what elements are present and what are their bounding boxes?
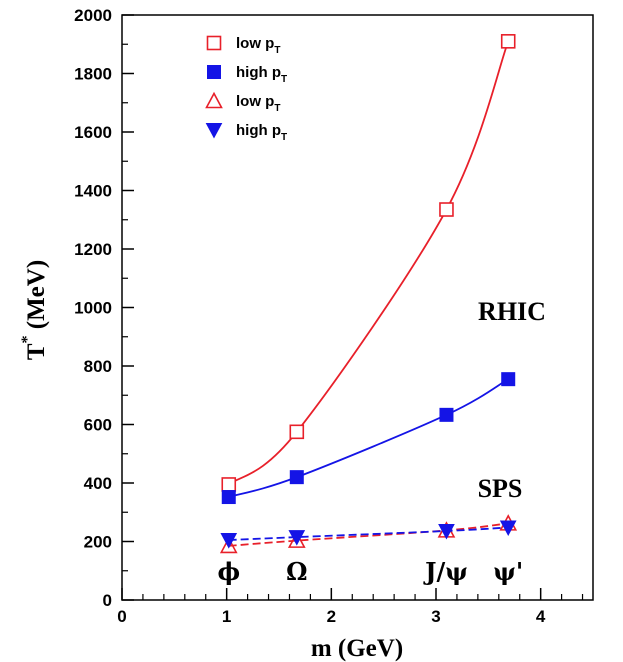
legend-item-3: low pT <box>205 91 280 114</box>
legend-label-sub: T <box>281 132 287 143</box>
y-tick-label: 1400 <box>74 182 112 201</box>
y-tick-label: 400 <box>84 474 112 493</box>
particle-label: ϕ <box>217 557 240 586</box>
series-2-point <box>501 372 516 387</box>
x-tick-label: 3 <box>431 607 440 626</box>
legend-item-2: high pT <box>207 64 287 85</box>
legend-label-sub: T <box>274 45 280 56</box>
series-4-point <box>499 520 517 537</box>
y-axis-title-sup: * <box>19 335 36 343</box>
y-axis-title-rest: (MeV) <box>23 260 50 336</box>
legend-label-main: low p <box>236 93 274 110</box>
series-2 <box>221 372 516 505</box>
series-3-point <box>219 536 238 554</box>
series-group <box>219 34 518 554</box>
y-axis-title-main: T <box>23 343 50 360</box>
series-4-line <box>228 526 509 541</box>
legend-item-4: high pT <box>205 122 287 143</box>
legend-label-main: high p <box>236 122 281 139</box>
series-2-point <box>221 490 236 505</box>
legend-label-sub: T <box>274 103 280 114</box>
axis-ticks <box>121 14 584 601</box>
series-2-point <box>439 407 454 422</box>
legend-label-main: low p <box>236 35 274 52</box>
y-tick-label: 800 <box>84 357 112 376</box>
particle-label: J/ψ <box>423 557 468 586</box>
legend-item-1: low pT <box>206 35 280 56</box>
x-tick-label: 0 <box>117 607 126 626</box>
y-tick-label: 1000 <box>74 299 112 318</box>
legend-label: low pT <box>236 93 280 114</box>
series-1-line <box>228 41 510 486</box>
y-tick-label: 2000 <box>74 6 112 25</box>
series-2-line <box>228 378 509 498</box>
y-tick-label: 200 <box>84 533 112 552</box>
y-tick-label: 0 <box>103 591 112 610</box>
series-1-point <box>221 477 237 492</box>
legend-marker <box>205 123 223 139</box>
series-1-point <box>500 34 516 49</box>
legend-label-main: high p <box>236 64 281 81</box>
x-axis-title: m (GeV) <box>311 635 403 662</box>
y-axis-title: T* (MeV) <box>19 260 50 360</box>
x-tick-label: 2 <box>327 607 336 626</box>
y-tick-label: 1200 <box>74 240 112 259</box>
legend-marker <box>206 35 222 51</box>
series-4 <box>220 520 517 549</box>
y-tick-label: 600 <box>84 416 112 435</box>
series-4-point <box>220 533 238 549</box>
annotation-rhic: RHIC <box>478 297 546 326</box>
series-1-point <box>439 202 454 217</box>
particle-label: ψ' <box>493 557 523 586</box>
series-4-point <box>438 523 455 540</box>
legend-label-sub: T <box>281 74 287 85</box>
particle-label: Ω <box>286 557 307 586</box>
legend-label: low pT <box>236 35 280 56</box>
legend-marker <box>207 65 221 79</box>
y-tick-label: 1600 <box>74 123 112 142</box>
x-tick-label: 1 <box>222 607 231 626</box>
legend-label: high pT <box>236 122 287 143</box>
y-tick-label: 1800 <box>74 65 112 84</box>
series-4-point <box>288 530 306 546</box>
annotation-sps: SPS <box>478 474 523 503</box>
series-1 <box>221 34 516 492</box>
series-2-point <box>289 470 304 485</box>
legend-label: high pT <box>236 64 287 85</box>
legend-marker <box>205 91 223 109</box>
x-tick-label: 4 <box>536 607 546 626</box>
series-3-point <box>287 531 306 548</box>
series-3-line <box>228 522 509 547</box>
series-1-point <box>289 424 305 440</box>
